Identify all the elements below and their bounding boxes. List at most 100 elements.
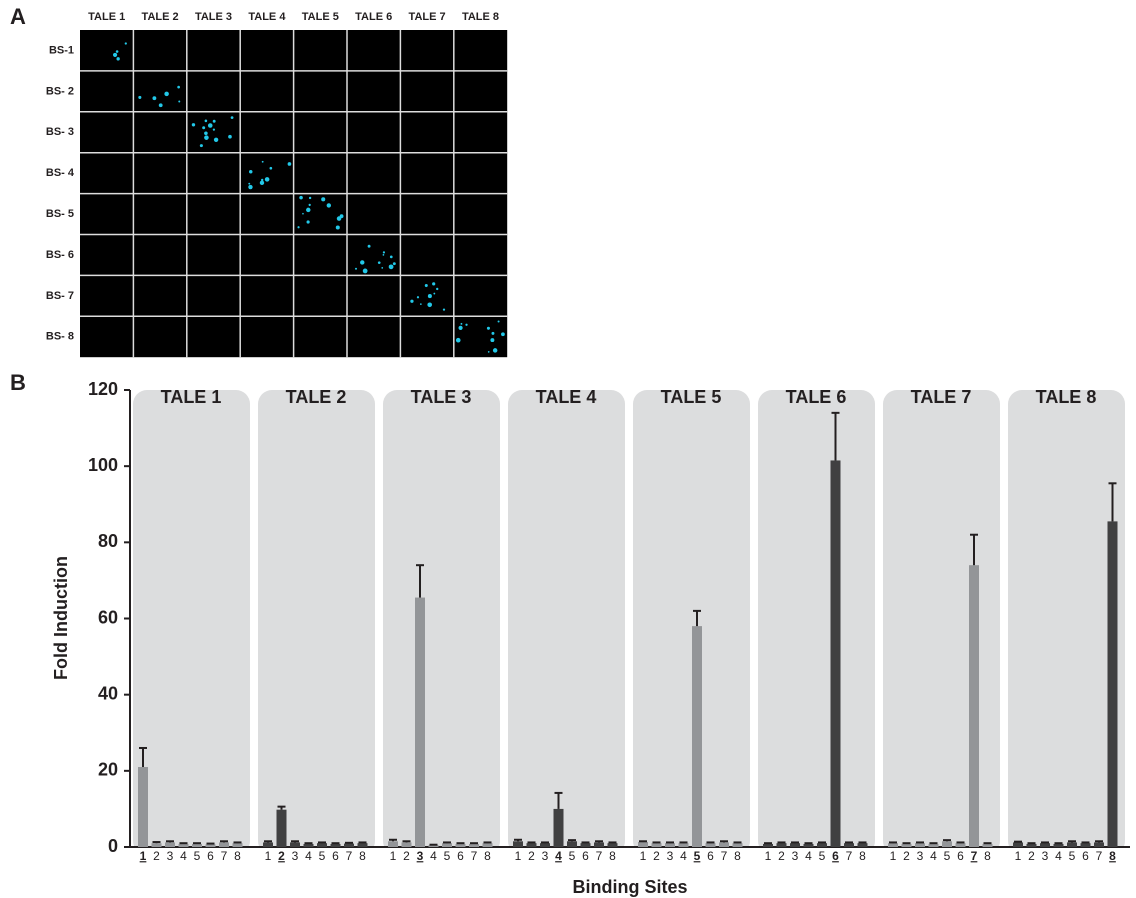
x-tick-label: 7 — [1096, 849, 1103, 863]
x-tick-label: 4 — [305, 849, 312, 863]
cell — [390, 256, 393, 259]
bar — [692, 626, 702, 847]
bar — [402, 842, 412, 847]
cell — [204, 135, 209, 140]
bar — [554, 809, 564, 847]
x-tick-label: 5 — [569, 849, 576, 863]
y-tick-label: 0 — [108, 836, 118, 856]
bar — [969, 565, 979, 847]
bar — [902, 844, 912, 847]
cell — [393, 262, 396, 265]
bar — [638, 842, 648, 847]
cell — [297, 226, 299, 228]
page: A B Fold Induction Binding Sites TALE 1T… — [0, 0, 1136, 898]
cell — [355, 268, 357, 270]
cell — [202, 126, 205, 129]
bar — [665, 843, 675, 847]
cell — [383, 251, 385, 253]
x-tick-label: 3 — [917, 849, 924, 863]
row-label: BS- 5 — [46, 208, 74, 220]
group-title: TALE 8 — [1036, 387, 1097, 407]
cell — [425, 284, 428, 287]
row-label: BS- 7 — [46, 290, 74, 302]
cell — [461, 323, 463, 325]
cell — [456, 338, 461, 343]
cell — [491, 332, 494, 335]
bar — [456, 844, 466, 847]
x-tick-label: 4 — [555, 849, 562, 863]
bar — [1067, 842, 1077, 847]
x-tick-label: 3 — [167, 849, 174, 863]
cell — [208, 123, 213, 128]
cell — [248, 183, 250, 185]
bar — [888, 843, 898, 847]
x-tick-label: 2 — [403, 849, 410, 863]
x-tick-label: 5 — [444, 849, 451, 863]
x-tick-label: 7 — [596, 849, 603, 863]
x-tick-label: 3 — [1042, 849, 1049, 863]
row-label: BS- 6 — [46, 249, 74, 261]
x-tick-label: 8 — [234, 849, 241, 863]
bar — [1081, 843, 1091, 847]
cell — [360, 260, 364, 264]
bar — [915, 843, 925, 847]
cell — [307, 220, 310, 223]
x-tick-label: 6 — [207, 849, 214, 863]
cell — [265, 177, 270, 182]
cell — [164, 92, 169, 97]
bar — [388, 841, 398, 847]
y-tick-label: 120 — [88, 379, 118, 399]
bar — [138, 767, 148, 847]
bar — [1027, 844, 1037, 847]
cell — [309, 197, 311, 199]
x-tick-label: 2 — [528, 849, 535, 863]
x-tick-label: 3 — [667, 849, 674, 863]
x-tick-label: 6 — [332, 849, 339, 863]
bar — [483, 843, 493, 847]
cell — [249, 170, 252, 173]
x-tick-label: 2 — [653, 849, 660, 863]
bar — [706, 843, 716, 847]
cell — [214, 138, 218, 142]
x-tick-label: 6 — [582, 849, 589, 863]
bar — [733, 843, 743, 847]
x-tick-label: 3 — [292, 849, 299, 863]
x-tick-label: 3 — [417, 849, 424, 863]
bar — [290, 842, 300, 847]
group-title: TALE 7 — [911, 387, 972, 407]
y-tick-label: 40 — [98, 683, 118, 703]
x-tick-label: 7 — [971, 849, 978, 863]
bar — [206, 844, 216, 847]
bar — [415, 598, 425, 847]
cell — [260, 181, 264, 185]
bar — [1013, 842, 1023, 847]
x-tick-label: 8 — [1109, 849, 1116, 863]
panel-label: A — [10, 4, 26, 29]
x-tick-label: 8 — [734, 849, 741, 863]
cell — [302, 213, 304, 215]
cell — [410, 300, 413, 303]
x-tick-label: 2 — [778, 849, 785, 863]
bar — [192, 844, 202, 847]
bar — [233, 843, 243, 847]
x-tick-label: 6 — [707, 849, 714, 863]
x-tick-label: 4 — [805, 849, 812, 863]
bar — [929, 844, 939, 847]
group-panel — [633, 390, 750, 855]
x-tick-label: 5 — [1069, 849, 1076, 863]
cell — [487, 327, 490, 330]
cell — [389, 264, 394, 269]
group-panel — [883, 390, 1000, 855]
column-label: TALE 7 — [409, 11, 446, 23]
bar — [540, 843, 550, 847]
x-tick-label: 3 — [792, 849, 799, 863]
bar — [790, 843, 800, 847]
cell — [306, 208, 310, 212]
cell — [417, 296, 419, 298]
y-tick-label: 60 — [98, 607, 118, 627]
x-tick-label: 6 — [832, 849, 839, 863]
bar — [442, 843, 452, 847]
cell — [501, 332, 505, 336]
bar — [469, 844, 479, 847]
group-title: TALE 2 — [286, 387, 347, 407]
